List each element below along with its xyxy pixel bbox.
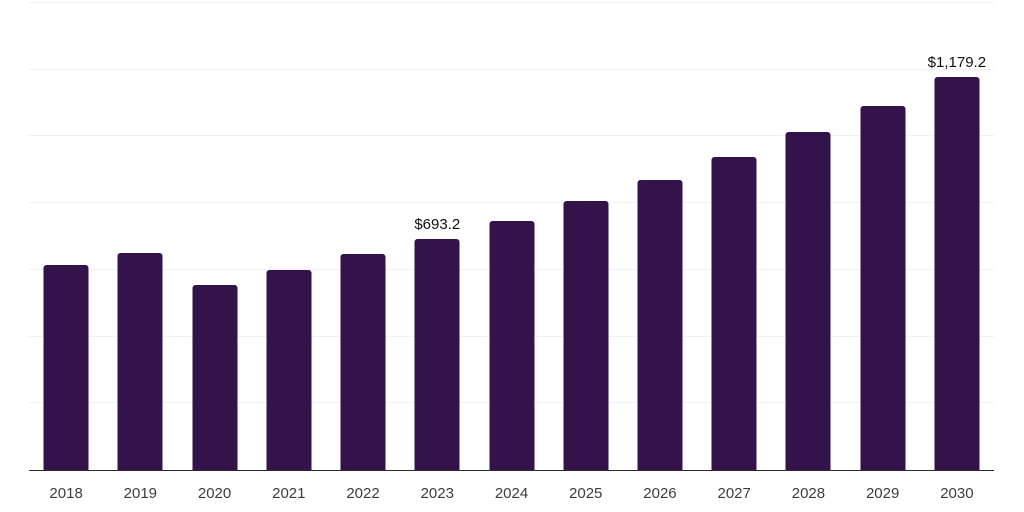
x-tick-2022: 2022 xyxy=(346,485,380,502)
x-tick-2027: 2027 xyxy=(717,485,751,502)
bar-2027 xyxy=(711,156,757,470)
x-tick-2026: 2026 xyxy=(643,485,677,502)
x-tick-2030: 2030 xyxy=(940,485,974,502)
bar-2026 xyxy=(637,179,683,470)
bar-2028 xyxy=(785,132,831,470)
x-tick-2029: 2029 xyxy=(865,485,900,502)
bar-2025 xyxy=(563,200,609,470)
bar-2020 xyxy=(192,285,238,470)
x-tick-2024: 2024 xyxy=(494,485,529,502)
bar-2019 xyxy=(117,252,163,470)
x-axis: 2018 2019 2020 2021 2022 2023 2024 2025 2026 2027… xyxy=(29,471,994,512)
x-tick-2023: 2023 xyxy=(420,485,454,502)
x-tick-2019: 2019 xyxy=(123,485,158,502)
bar-2024 xyxy=(489,220,534,470)
x-tick-2025: 2025 xyxy=(569,485,603,502)
plot-area: $693.2 $1,179.2 xyxy=(29,2,994,471)
data-label-2023: $693.2 xyxy=(414,215,461,233)
bar-2030 xyxy=(934,76,980,470)
bar-2022 xyxy=(340,254,386,470)
x-tick-2020: 2020 xyxy=(197,485,232,502)
data-label-2030: $1,179.2 xyxy=(927,53,987,71)
gridline-1200 xyxy=(29,68,994,70)
bar-2029 xyxy=(860,105,906,470)
gridline-800 xyxy=(29,202,994,204)
gridline-1400 xyxy=(29,2,994,3)
bar-2021 xyxy=(266,269,312,470)
x-tick-2028: 2028 xyxy=(791,485,826,502)
x-tick-2018: 2018 xyxy=(49,485,83,502)
gridline-1000 xyxy=(29,135,994,137)
x-tick-2021: 2021 xyxy=(272,485,306,502)
bar-2023 xyxy=(414,238,460,470)
bar-2018 xyxy=(43,264,89,470)
